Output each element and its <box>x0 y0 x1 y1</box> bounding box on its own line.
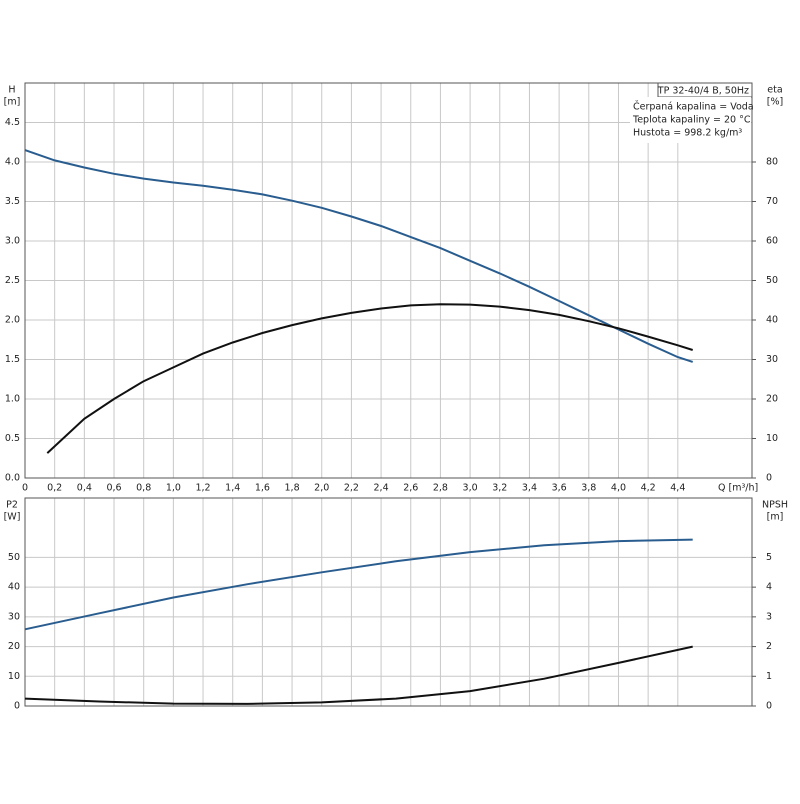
x-tick-label: 1,6 <box>255 483 270 494</box>
y-tick-label: 0.5 <box>5 433 20 444</box>
x-tick-label: 0 <box>22 483 28 494</box>
y2-tick-label: 2 <box>766 641 772 652</box>
x-tick-label: 0,2 <box>47 483 62 494</box>
x-tick-label: 2,8 <box>433 483 448 494</box>
y-tick-label: 2.5 <box>5 275 20 286</box>
curve <box>24 538 693 631</box>
x-tick-label: 4,0 <box>611 483 626 494</box>
x-tick-label: 3,8 <box>581 483 596 494</box>
info-text: Teplota kapaliny = 20 °C <box>632 115 751 126</box>
x-tick-label: 3,2 <box>492 483 507 494</box>
y-axis-label: H <box>8 85 15 96</box>
y-axis-unit: [m] <box>4 97 21 108</box>
y-tick-label: 10 <box>8 671 20 682</box>
x-tick-label: 4,4 <box>670 483 685 494</box>
x-tick-label: 0,4 <box>77 483 92 494</box>
curve <box>24 645 693 705</box>
y-tick-label: 1.5 <box>5 354 20 365</box>
x-tick-label: 2,0 <box>314 483 329 494</box>
y2-tick-label: 70 <box>766 196 778 207</box>
y-tick-label: 4.0 <box>5 157 20 168</box>
y2-tick-label: 80 <box>766 157 778 168</box>
y-tick-label: 20 <box>8 641 20 652</box>
x-tick-label: 1,0 <box>166 483 181 494</box>
x-tick-label: 4,2 <box>641 483 656 494</box>
y2-tick-label: 0 <box>766 473 772 484</box>
x-tick-label: 2,4 <box>374 483 389 494</box>
y2-tick-label: 0 <box>766 701 772 712</box>
y2-tick-label: 10 <box>766 433 778 444</box>
info-text: Čerpaná kapalina = Voda <box>633 101 754 113</box>
y-axis-unit: [W] <box>4 512 21 523</box>
y2-tick-label: 50 <box>766 275 778 286</box>
y2-tick-label: 4 <box>766 582 772 593</box>
y2-tick-label: 5 <box>766 552 772 563</box>
x-tick-label: 0,6 <box>106 483 121 494</box>
y-tick-label: 0 <box>14 701 20 712</box>
info-text: TP 32-40/4 B, 50Hz <box>657 86 749 97</box>
y2-axis-unit: [%] <box>767 97 783 108</box>
x-tick-label: 0,8 <box>136 483 151 494</box>
y-tick-label: 30 <box>8 611 20 622</box>
x-tick-label: 2,2 <box>344 483 359 494</box>
y2-tick-label: 30 <box>766 354 778 365</box>
y2-tick-label: 60 <box>766 236 778 247</box>
y-axis-label: P2 <box>6 500 18 511</box>
curve <box>24 149 694 363</box>
curve <box>46 303 694 454</box>
y-tick-label: 40 <box>8 582 20 593</box>
y2-tick-label: 3 <box>766 611 772 622</box>
y-tick-label: 3.0 <box>5 236 20 247</box>
x-axis-label: Q [m³/h] <box>718 483 758 494</box>
x-tick-label: 3,6 <box>552 483 567 494</box>
y-tick-label: 50 <box>8 552 20 563</box>
info-text: Hustota = 998.2 kg/m³ <box>633 128 742 139</box>
y2-tick-label: 20 <box>766 394 778 405</box>
x-tick-label: 1,8 <box>285 483 300 494</box>
y-tick-label: 0.0 <box>5 473 20 484</box>
y-tick-label: 1.0 <box>5 394 20 405</box>
y2-axis-unit: [m] <box>767 512 784 523</box>
y2-axis-label: eta <box>767 85 782 96</box>
plot-frame <box>24 82 753 479</box>
x-tick-label: 3,4 <box>522 483 537 494</box>
y-tick-label: 4.5 <box>5 117 20 128</box>
x-tick-label: 1,2 <box>195 483 210 494</box>
y-tick-label: 3.5 <box>5 196 20 207</box>
x-tick-label: 3,0 <box>463 483 478 494</box>
y2-axis-label: NPSH <box>762 500 788 511</box>
y2-tick-label: 1 <box>766 671 772 682</box>
x-tick-label: 1,4 <box>225 483 240 494</box>
y2-tick-label: 40 <box>766 315 778 326</box>
x-tick-label: 2,6 <box>403 483 418 494</box>
info-bg <box>630 97 751 143</box>
y-tick-label: 2.0 <box>5 315 20 326</box>
plot-frame <box>24 497 753 707</box>
